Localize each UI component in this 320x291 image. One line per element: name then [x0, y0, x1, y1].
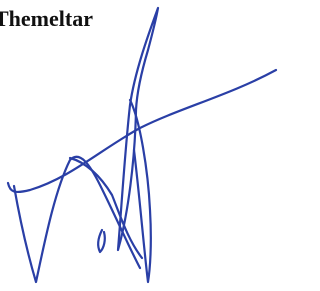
page: {"header": {"name": "Themeltar"}} Themel… [0, 0, 280, 291]
signature [0, 0, 280, 291]
signature-stroke [8, 70, 276, 192]
signature-stroke [98, 230, 105, 252]
